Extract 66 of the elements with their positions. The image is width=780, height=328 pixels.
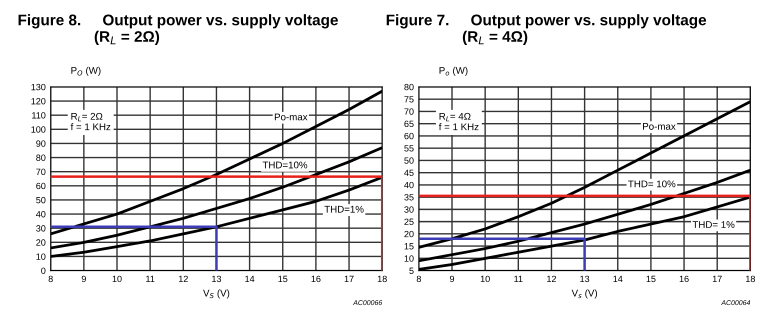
y-tick-label: 25	[404, 218, 414, 225]
x-tick-label: 13	[212, 276, 222, 282]
x-axis-title: V$_{s}$ (V)	[572, 289, 598, 298]
chart-title: Figure 8. Output power vs. supply voltage (R$_{L}$ = 2Ω)	[18, 14, 338, 45]
x-tick-label: 16	[680, 276, 689, 282]
y-tick-label: 80	[36, 154, 46, 161]
x-tick-label: 14	[613, 276, 623, 282]
y-tick-label: 90	[36, 140, 46, 147]
y-tick-label: 10	[404, 255, 414, 262]
y-tick-label: 35	[404, 194, 414, 200]
x-tick-label: 18	[746, 276, 755, 282]
y-tick-label: 15	[404, 243, 414, 250]
y-tick-label: 65	[404, 120, 414, 128]
y-tick-label: 0	[41, 268, 46, 274]
y-tick-label: 50	[36, 196, 46, 204]
y-tick-label: 120	[31, 98, 46, 104]
x-tick-label: 17	[712, 276, 722, 282]
series-label: THD=10%	[262, 162, 308, 168]
chart-title: Figure 7. Output power vs. supply voltage (R$_{L}$ = 4Ω)	[386, 14, 706, 45]
series-label: THD= 1%	[692, 221, 734, 228]
y-axis-title: P$_{o}$ (W)	[440, 66, 468, 76]
y-tick-label: 5	[409, 268, 414, 274]
x-tick-label: 11	[514, 276, 523, 282]
y-tick-label: 20	[36, 239, 46, 246]
x-tick-label: 18	[378, 276, 387, 282]
x-tick-label: 15	[646, 276, 656, 282]
y-tick-label: 60	[404, 132, 414, 140]
x-axis-title: V$_{S}$ (V)	[203, 289, 230, 298]
x-tick-label: 16	[312, 276, 321, 282]
y-tick-label: 40	[404, 182, 414, 188]
x-tick-label: 11	[146, 276, 154, 282]
series-label: THD=1%	[324, 206, 364, 213]
y-tick-label: 100	[31, 126, 46, 133]
x-tick-label: 17	[344, 276, 354, 282]
x-tick-label: 10	[480, 276, 490, 282]
x-tick-label: 9	[450, 276, 454, 282]
y-tick-label: 110	[32, 112, 46, 119]
x-tick-label: 10	[112, 276, 122, 282]
y-tick-label: 55	[404, 145, 414, 152]
y-tick-label: 80	[404, 84, 414, 90]
y-tick-label: 60	[36, 182, 46, 190]
series-label: Po-max	[274, 114, 308, 120]
y-tick-label: 10	[36, 253, 46, 260]
y-tick-label: 50	[404, 157, 414, 164]
y-tick-label: 130	[31, 84, 46, 90]
y-tick-label: 30	[404, 206, 414, 213]
y-axis-title: P$_{O}$ (W)	[71, 66, 101, 76]
x-tick-label: 13	[580, 276, 590, 282]
y-tick-label: 45	[404, 170, 414, 176]
series-label: Po-max	[643, 123, 676, 130]
x-tick-label: 12	[547, 276, 556, 282]
y-tick-label: 40	[36, 211, 46, 218]
x-tick-label: 15	[278, 276, 288, 282]
x-tick-label: 8	[416, 276, 421, 282]
x-tick-label: 14	[245, 276, 254, 282]
annotation: R$_{L}$= 2Ω f = 1 KHz	[70, 112, 110, 130]
x-tick-label: 12	[178, 276, 188, 282]
y-tick-label: 30	[36, 225, 46, 232]
y-tick-label: 70	[36, 168, 46, 176]
x-tick-label: 8	[48, 276, 53, 282]
x-tick-label: 9	[82, 276, 86, 282]
y-tick-label: 20	[404, 230, 414, 238]
y-tick-label: 75	[404, 96, 414, 103]
series-label: THD= 10%	[628, 180, 676, 188]
y-tick-label: 70	[404, 108, 414, 115]
annotation: R$_{L}$= 4Ω f = 1 KHz	[438, 112, 479, 130]
